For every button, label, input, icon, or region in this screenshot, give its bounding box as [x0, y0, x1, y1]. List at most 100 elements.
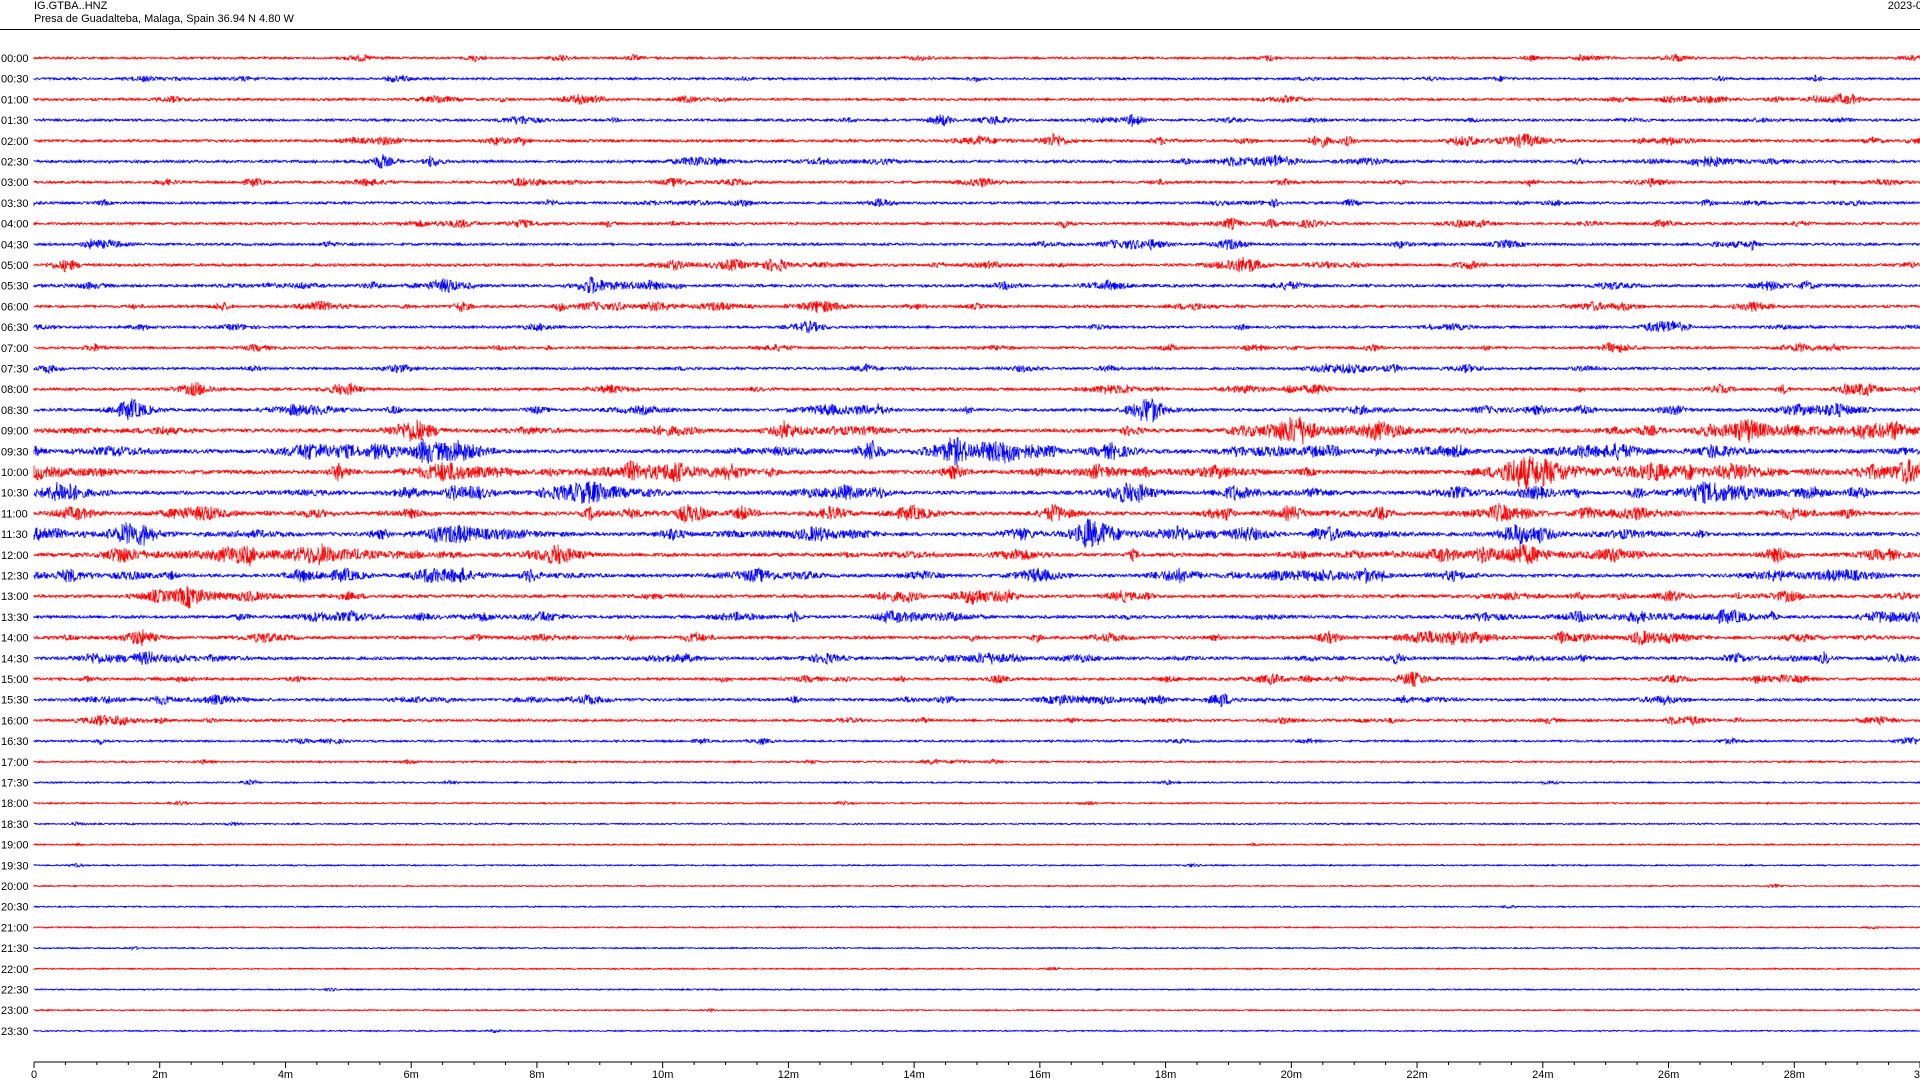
trace-rows: 00:00 00:30 01:00 01:30 02:00 02:30 03:00 03:30…: [1, 53, 1920, 1038]
seismic-trace: [33, 882, 1920, 889]
trace-row-0700: 07:00: [1, 341, 1920, 355]
trace-row-1030: 10:30: [1, 481, 1920, 505]
seismic-trace: [33, 481, 1920, 505]
row-time-label: 11:00: [1, 508, 28, 520]
seismic-trace: [33, 217, 1920, 230]
x-tick-label: 8m: [529, 1069, 544, 1080]
seismic-trace: [33, 518, 1920, 549]
row-time-label: 23:30: [1, 1026, 29, 1038]
trace-row-0000: 00:00: [1, 53, 1920, 65]
seismic-trace: [33, 904, 1920, 910]
row-time-label: 02:30: [1, 157, 29, 169]
row-time-label: 06:00: [1, 301, 29, 313]
trace-row-0730: 07:30: [1, 362, 1920, 376]
trace-row-1630: 16:30: [1, 736, 1920, 748]
seismic-trace: [33, 133, 1920, 149]
seismic-trace: [33, 197, 1920, 208]
seismic-trace: [33, 1028, 1920, 1034]
trace-row-0300: 03:00: [1, 177, 1920, 189]
seismic-trace: [33, 436, 1920, 466]
seismic-trace: [33, 650, 1920, 666]
seismic-trace: [33, 986, 1920, 993]
row-time-label: 05:30: [1, 281, 29, 293]
row-time-label: 12:30: [1, 571, 29, 583]
plot-date: 2023-05-03: [1887, 0, 1920, 12]
row-time-label: 17:00: [1, 757, 29, 769]
trace-row-2100: 21:00: [1, 922, 1920, 934]
seismic-trace: [33, 799, 1920, 806]
trace-row-2230: 22:30: [1, 985, 1920, 997]
row-time-label: 09:00: [1, 426, 29, 438]
seismic-trace: [33, 341, 1920, 353]
x-tick-label: 26m: [1658, 1069, 1679, 1080]
trace-row-0900: 09:00: [1, 416, 1920, 445]
seismic-trace: [33, 543, 1920, 567]
trace-row-2200: 22:00: [1, 964, 1920, 976]
seismic-trace: [33, 714, 1920, 727]
seismic-trace: [33, 608, 1920, 625]
x-tick-label: 14m: [903, 1069, 924, 1080]
trace-row-1100: 11:00: [1, 502, 1920, 523]
seismic-trace: [33, 671, 1920, 687]
seismic-trace: [33, 416, 1920, 445]
seismic-trace: [33, 113, 1920, 127]
seismic-trace: [33, 841, 1920, 847]
trace-row-0830: 08:30: [1, 398, 1920, 423]
trace-row-0630: 06:30: [1, 320, 1920, 334]
seismic-trace: [33, 300, 1920, 314]
trace-row-1900: 19:00: [1, 840, 1920, 852]
row-time-label: 14:30: [1, 653, 29, 665]
seismic-trace: [33, 276, 1920, 294]
row-time-label: 22:00: [1, 964, 29, 976]
row-time-label: 08:30: [1, 405, 29, 417]
seismic-trace: [33, 736, 1920, 746]
trace-row-0030: 00:30: [1, 74, 1920, 86]
x-tick-label: 10m: [652, 1069, 673, 1080]
seismic-trace: [33, 398, 1920, 423]
x-tick-label: 2m: [152, 1069, 167, 1080]
time-axis: 0 2m 4m 6m 8m 10m 12m 14m 16m 18m 20m 22m 24m 26m 28m 3…: [31, 1061, 1920, 1080]
row-time-label: 16:30: [1, 736, 29, 748]
seismic-trace: [33, 925, 1920, 931]
trace-row-0100: 01:00: [1, 92, 1920, 106]
trace-row-1130: 11:30: [1, 518, 1920, 549]
row-time-label: 21:00: [1, 922, 29, 934]
row-time-label: 01:30: [1, 115, 29, 127]
row-time-label: 23:00: [1, 1005, 29, 1017]
trace-row-0130: 01:30: [1, 113, 1920, 127]
row-time-label: 15:30: [1, 695, 29, 707]
row-time-label: 04:00: [1, 219, 29, 231]
station-code: IG.GTBA..HNZ: [34, 0, 108, 12]
row-time-label: 14:00: [1, 633, 29, 645]
trace-row-1430: 14:30: [1, 650, 1920, 666]
trace-row-2030: 20:30: [1, 902, 1920, 914]
seismic-trace: [33, 1007, 1920, 1014]
trace-row-2130: 21:30: [1, 943, 1920, 955]
seismic-trace: [33, 778, 1920, 786]
row-time-label: 11:30: [1, 529, 28, 541]
trace-row-1500: 15:00: [1, 671, 1920, 687]
row-time-label: 05:00: [1, 260, 29, 272]
row-time-label: 03:30: [1, 198, 29, 210]
seismic-trace: [33, 945, 1920, 951]
trace-row-1930: 19:30: [1, 860, 1920, 872]
seismic-trace: [33, 862, 1920, 869]
row-time-label: 21:30: [1, 943, 29, 955]
trace-row-0400: 04:00: [1, 217, 1920, 231]
trace-row-0330: 03:30: [1, 197, 1920, 210]
row-time-label: 20:30: [1, 902, 29, 914]
trace-row-0500: 05:00: [1, 257, 1920, 273]
trace-row-1730: 17:30: [1, 778, 1920, 790]
row-time-label: 04:30: [1, 239, 29, 251]
seismic-trace: [33, 567, 1920, 584]
x-tick-label: 12m: [778, 1069, 799, 1080]
row-time-label: 19:00: [1, 840, 29, 852]
row-time-label: 20:00: [1, 881, 29, 893]
row-time-label: 08:00: [1, 384, 29, 396]
seismic-trace: [33, 966, 1920, 971]
row-time-label: 03:00: [1, 177, 29, 189]
row-time-label: 18:00: [1, 798, 29, 810]
seismic-trace: [33, 585, 1920, 609]
trace-row-2330: 23:30: [1, 1026, 1920, 1038]
